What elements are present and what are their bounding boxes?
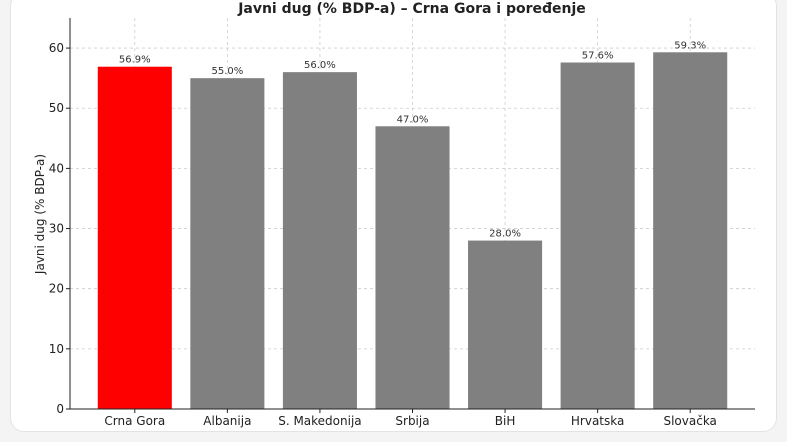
y-tick-label-60: 60 [49, 41, 64, 55]
bar-crna-gora [97, 66, 172, 410]
y-axis-label: Javni dug (% BDP-a) [33, 154, 47, 275]
bar-bih [468, 240, 543, 409]
x-tick-label: Slovačka [663, 414, 716, 428]
bar-value-label: 28.0% [489, 229, 521, 240]
bar-slova-ka [653, 52, 728, 410]
bars: 56.9% 55.0% 56.0% 47.0% 28.0% 57.6% 59.3% [97, 40, 728, 410]
bar-albanija [190, 78, 265, 410]
bar-value-label: 47.0% [397, 114, 429, 125]
y-tick-label-20: 20 [49, 282, 64, 296]
x-tick-label: Albanija [203, 414, 251, 428]
y-tick-label-30: 30 [49, 222, 64, 236]
x-tick-label: BiH [495, 414, 516, 428]
chart-title: Javni dug (% BDP-a) – Crna Gora i poređe… [237, 1, 586, 17]
bar-hrvatska [560, 62, 635, 409]
y-tick-label-50: 50 [49, 101, 64, 115]
bar-value-label: 56.0% [304, 60, 336, 71]
bar-value-label: 57.6% [582, 51, 614, 62]
bar-value-label: 56.9% [119, 55, 151, 66]
x-tick-label: Crna Gora [104, 414, 165, 428]
y-tick-label-0: 0 [56, 402, 64, 416]
x-tick-label: Srbija [395, 414, 429, 428]
axes: 0 10 20 30 40 50 60 Crna Gora Albanija S. Makedon… [49, 18, 755, 428]
y-tick-label-10: 10 [49, 342, 64, 356]
bar-value-label: 55.0% [211, 66, 243, 77]
bar-s-makedonija [282, 72, 357, 409]
y-tick-label-40: 40 [49, 161, 64, 175]
x-tick-label: S. Makedonija [278, 414, 361, 428]
bar-srbija [375, 126, 450, 410]
bar-value-label: 59.3% [674, 40, 706, 51]
x-tick-label: Hrvatska [571, 414, 624, 428]
